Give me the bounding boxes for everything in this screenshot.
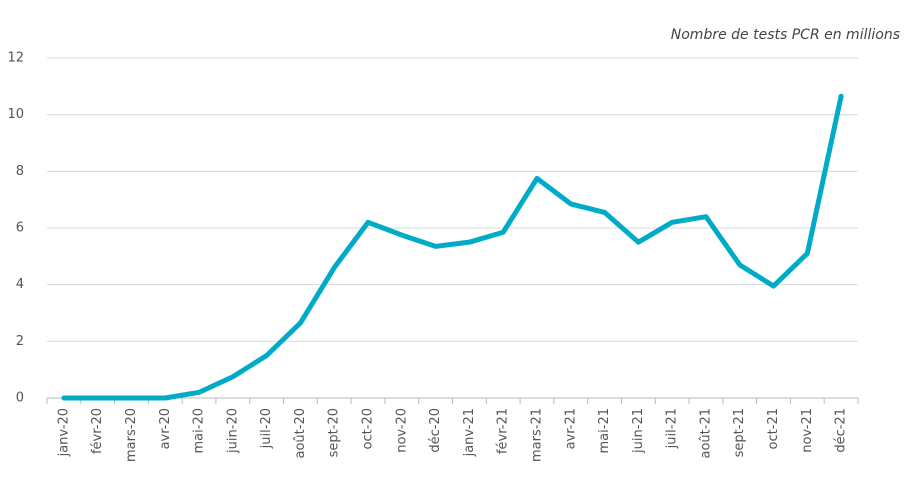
x-tick-label: févr-21 bbox=[496, 408, 511, 454]
x-tick-label: janv-21 bbox=[462, 408, 477, 457]
y-tick-label: 6 bbox=[16, 221, 24, 236]
x-tick-label: août-20 bbox=[293, 408, 308, 459]
x-tick-label: avr-20 bbox=[158, 408, 173, 449]
x-tick-label: août-21 bbox=[698, 408, 713, 459]
x-tick-label: sept-20 bbox=[327, 408, 342, 457]
x-tick-label: févr-20 bbox=[90, 408, 105, 454]
x-tick-label: avr-21 bbox=[563, 408, 578, 449]
x-tick-label: juil-20 bbox=[259, 408, 274, 449]
x-tick-label: nov-20 bbox=[394, 408, 409, 453]
x-tick-label: mars-20 bbox=[124, 408, 139, 462]
x-tick-label: sept-21 bbox=[732, 408, 747, 457]
x-tick-label: juin-20 bbox=[225, 408, 240, 454]
x-tick-label: déc-20 bbox=[428, 408, 443, 453]
x-tick-label: mai-21 bbox=[597, 408, 612, 453]
y-tick-label: 4 bbox=[16, 277, 24, 292]
x-tick-label: oct-20 bbox=[361, 408, 376, 449]
x-tick-label: juil-21 bbox=[665, 408, 680, 449]
chart-title: Nombre de tests PCR en millions bbox=[671, 27, 900, 43]
y-tick-label: 2 bbox=[16, 334, 24, 349]
y-tick-label: 12 bbox=[7, 51, 24, 66]
x-tick-label: juin-21 bbox=[631, 408, 646, 454]
x-tick-label: mars-21 bbox=[529, 408, 544, 462]
x-tick-label: janv-20 bbox=[56, 408, 71, 457]
x-tick-label: oct-21 bbox=[766, 408, 781, 449]
y-tick-label: 0 bbox=[16, 391, 24, 406]
y-tick-label: 10 bbox=[7, 107, 24, 122]
x-tick-label: déc-21 bbox=[834, 408, 849, 453]
line-series bbox=[61, 93, 844, 401]
y-tick-label: 8 bbox=[16, 164, 24, 179]
x-tick-label: mai-20 bbox=[192, 408, 207, 453]
x-tick-label: nov-21 bbox=[800, 408, 815, 453]
